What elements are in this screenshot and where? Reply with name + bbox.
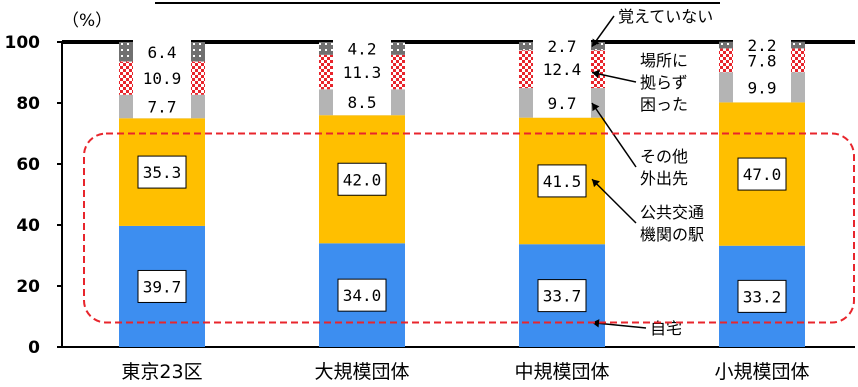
data-label-panel xyxy=(333,38,391,116)
x-category-label: 大規模団体 xyxy=(314,361,409,383)
y-tick-label: 80 xyxy=(16,94,40,114)
data-label: 2.2 xyxy=(748,36,777,55)
annotation-text: 覚えていない xyxy=(618,7,713,26)
data-label: 12.4 xyxy=(543,60,582,79)
data-label: 11.3 xyxy=(343,63,382,82)
y-tick-label: 0 xyxy=(28,338,40,358)
highlight-dashed-box xyxy=(83,132,855,324)
x-category-label: 東京23区 xyxy=(121,361,202,383)
annotation-bg xyxy=(636,200,710,248)
data-label-panel xyxy=(733,38,791,103)
data-label: 6.4 xyxy=(148,43,177,62)
y-tick-label: 60 xyxy=(16,155,40,175)
data-label: 8.5 xyxy=(348,93,377,112)
data-label: 34.0 xyxy=(343,286,382,305)
arrow-head xyxy=(592,69,600,79)
data-label-box xyxy=(337,162,387,196)
data-label-box xyxy=(137,269,187,303)
annotation-text: 困った xyxy=(640,95,688,114)
annotation-text: 場所に xyxy=(640,51,688,70)
annotation-text: 外出先 xyxy=(640,169,688,188)
data-label: 33.7 xyxy=(543,287,582,306)
legend-annotation: 覚えていない xyxy=(591,4,720,48)
arrow-head xyxy=(592,38,600,47)
annotation-bg xyxy=(636,144,694,192)
data-label: 41.5 xyxy=(543,172,582,191)
data-label: 7.8 xyxy=(748,51,777,70)
data-label: 33.2 xyxy=(743,287,782,306)
data-label-box xyxy=(537,164,587,198)
data-label: 9.9 xyxy=(748,78,777,97)
annotation-leader-line xyxy=(591,71,637,83)
data-label: 10.9 xyxy=(143,69,182,88)
data-label: 42.0 xyxy=(343,170,382,189)
x-category-label: 小規模団体 xyxy=(714,361,809,383)
annotation-text: その他 xyxy=(640,147,688,166)
annotation-text: 公共交通 xyxy=(640,203,704,222)
y-unit-label: （%） xyxy=(62,11,112,31)
y-tick-label: 100 xyxy=(5,33,41,53)
x-category-label: 中規模団体 xyxy=(514,361,609,383)
data-label: 9.7 xyxy=(548,94,577,113)
data-label: 35.3 xyxy=(143,163,182,182)
arrow-head xyxy=(592,319,600,328)
y-tick-label: 40 xyxy=(16,216,40,236)
annotation-text: 拠らず xyxy=(640,73,688,92)
data-label: 47.0 xyxy=(743,165,782,184)
bar-groups xyxy=(119,41,805,347)
annotation-text: 機関の駅 xyxy=(640,225,704,244)
data-label: 7.7 xyxy=(148,98,177,117)
data-label-box xyxy=(737,279,787,313)
annotation-bg xyxy=(636,48,694,118)
y-axis-labels: 0 20 40 60 80 100 xyxy=(5,33,41,358)
data-label-panel xyxy=(533,38,591,118)
data-label-panel xyxy=(133,38,191,119)
data-label: 4.2 xyxy=(348,39,377,58)
data-label: 2.7 xyxy=(548,37,577,56)
data-label: 39.7 xyxy=(143,277,182,296)
arrow-head xyxy=(592,103,600,112)
arrow-head xyxy=(592,179,600,188)
annotation-text: 自宅 xyxy=(650,319,682,338)
legend-annotation: 自宅 xyxy=(591,316,688,342)
annotation-bg xyxy=(646,316,688,342)
y-tick-label: 20 xyxy=(16,277,40,297)
data-label-box xyxy=(137,155,187,189)
annotation-bg xyxy=(614,4,720,30)
x-axis-labels: 東京23区 大規模団体 中規模団体 小規模団体 xyxy=(121,361,809,383)
annotation-leader-line xyxy=(591,102,637,168)
data-label-box xyxy=(737,157,787,191)
data-label-box xyxy=(537,279,587,313)
annotation-leader-line xyxy=(591,178,637,224)
data-label-box xyxy=(337,278,387,312)
data-labels: 39.7 35.3 7.7 10.9 6.4 34.0 42.0 8.5 11.3 4.2 33.7… xyxy=(133,36,791,313)
